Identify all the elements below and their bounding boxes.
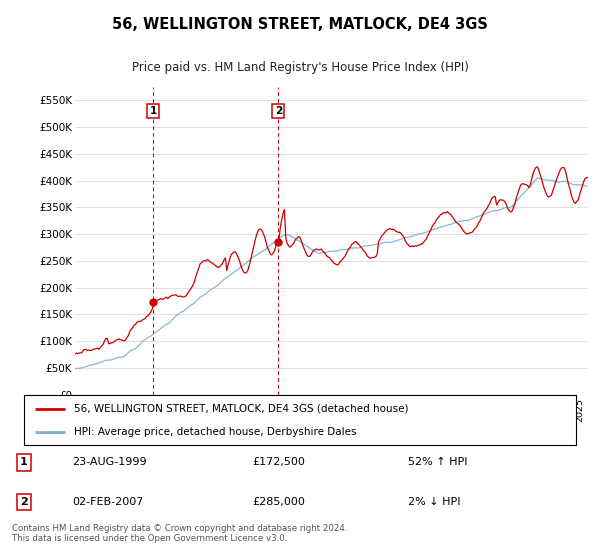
Text: 56, WELLINGTON STREET, MATLOCK, DE4 3GS: 56, WELLINGTON STREET, MATLOCK, DE4 3GS xyxy=(112,17,488,32)
Text: 23-AUG-1999: 23-AUG-1999 xyxy=(72,458,146,468)
Text: 56, WELLINGTON STREET, MATLOCK, DE4 3GS (detached house): 56, WELLINGTON STREET, MATLOCK, DE4 3GS … xyxy=(74,404,408,414)
Text: £285,000: £285,000 xyxy=(252,497,305,507)
Text: 2: 2 xyxy=(20,497,28,507)
Text: HPI: Average price, detached house, Derbyshire Dales: HPI: Average price, detached house, Derb… xyxy=(74,427,356,437)
Text: 2: 2 xyxy=(275,106,282,116)
Text: Contains HM Land Registry data © Crown copyright and database right 2024.
This d: Contains HM Land Registry data © Crown c… xyxy=(12,524,347,543)
Text: 52% ↑ HPI: 52% ↑ HPI xyxy=(408,458,467,468)
Text: 02-FEB-2007: 02-FEB-2007 xyxy=(72,497,143,507)
Text: 2% ↓ HPI: 2% ↓ HPI xyxy=(408,497,461,507)
Text: £172,500: £172,500 xyxy=(252,458,305,468)
Text: 1: 1 xyxy=(149,106,157,116)
Text: 1: 1 xyxy=(20,458,28,468)
Text: Price paid vs. HM Land Registry's House Price Index (HPI): Price paid vs. HM Land Registry's House … xyxy=(131,61,469,74)
